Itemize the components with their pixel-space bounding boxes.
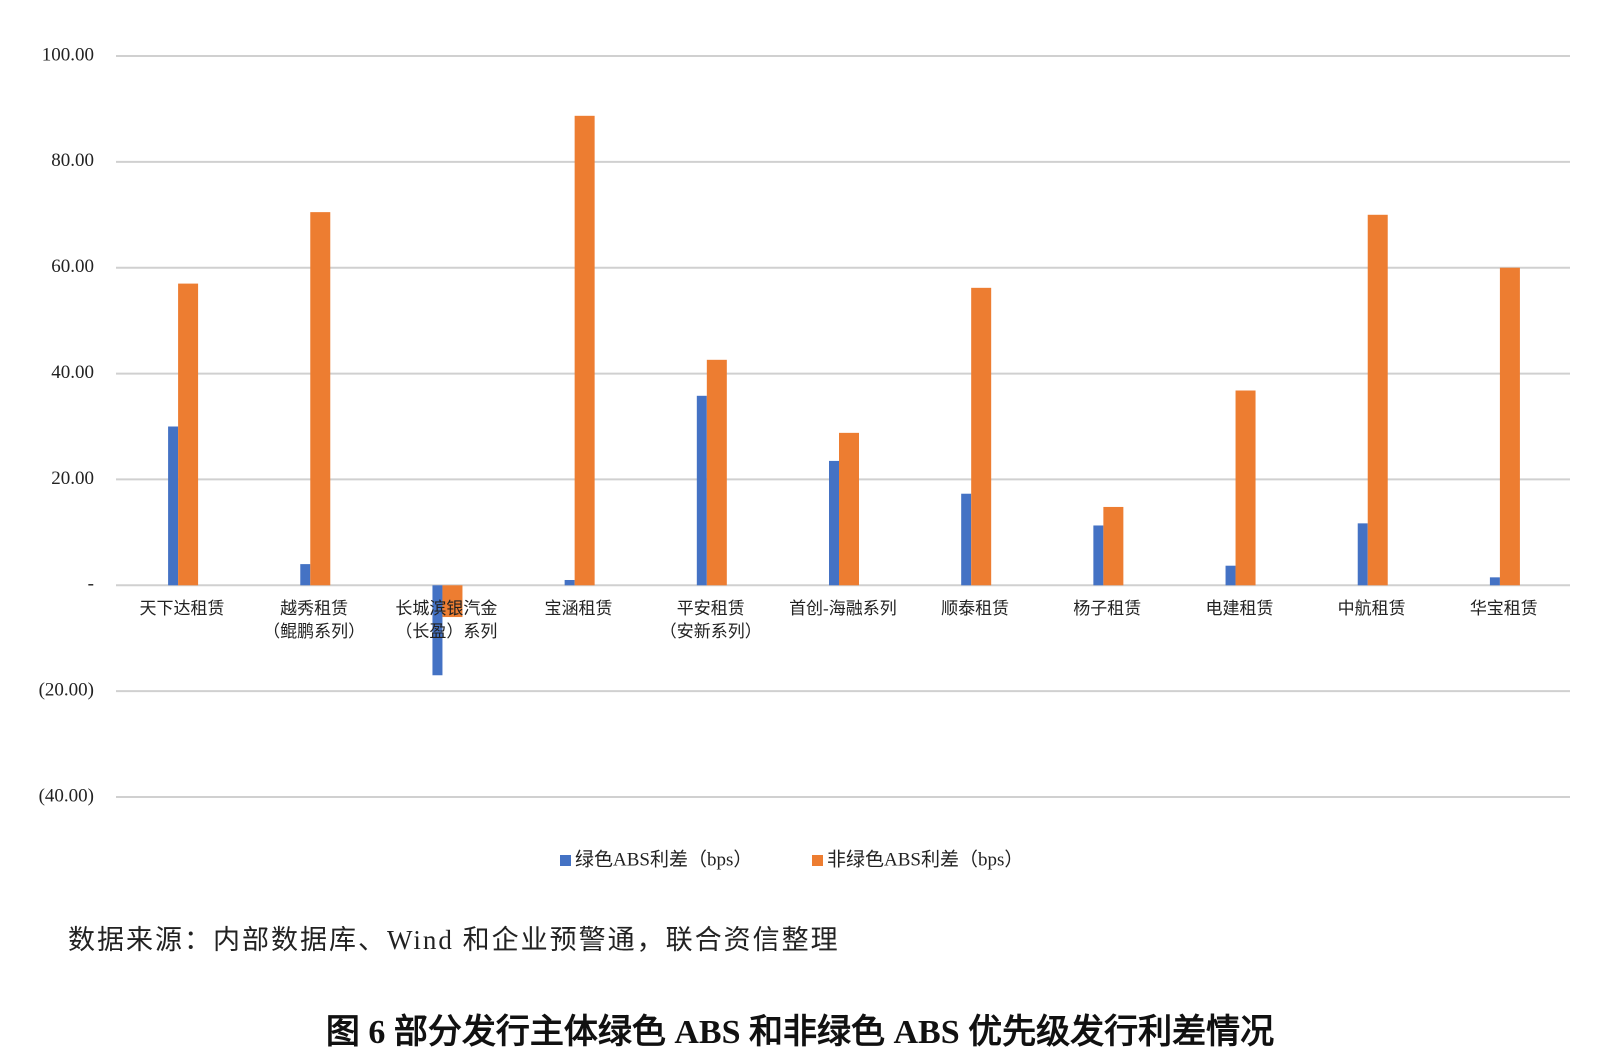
bar (839, 432, 859, 586)
bar (696, 395, 707, 586)
x-tick-label: 长城滨银汽金 （长盈）系列 (395, 599, 498, 642)
y-tick-label: 100.00 (42, 44, 94, 65)
bar (1225, 565, 1236, 586)
x-tick-label: 华宝租赁 (1469, 599, 1538, 619)
y-tick-label: - (88, 574, 94, 595)
bar (1357, 523, 1368, 586)
y-tick-label: 20.00 (51, 468, 94, 489)
bar (971, 287, 992, 586)
legend-swatch (560, 855, 571, 866)
y-tick-label: (40.00) (39, 785, 94, 806)
legend-swatch (812, 855, 823, 866)
bar (1235, 390, 1256, 586)
figure-caption: 图 6 部分发行主体绿色 ABS 和非绿色 ABS 优先级发行利差情况 (325, 1014, 1275, 1051)
bar (1103, 506, 1124, 586)
bar (829, 460, 839, 586)
x-tick-label: 中航租赁 (1337, 599, 1406, 619)
bar (706, 359, 727, 586)
bar (178, 283, 199, 586)
bar (168, 426, 179, 586)
legend-label: 非绿色ABS利差（bps） (827, 848, 1023, 870)
x-tick-label: 越秀租赁 （鲲鹏系列） (263, 599, 366, 642)
bar (574, 115, 595, 586)
x-tick-label: 平安租赁 （安新系列） (659, 599, 762, 642)
bar (564, 579, 575, 586)
bar (432, 585, 443, 676)
source-note: 数据来源：内部数据库、Wind 和企业预警通，联合资信整理 (68, 925, 840, 955)
bar (300, 564, 311, 586)
bar (961, 493, 972, 586)
x-tick-label: 电建租赁 (1205, 599, 1274, 619)
bar (1367, 214, 1388, 586)
x-tick-label: 顺泰租赁 (941, 599, 1010, 619)
y-tick-label: 40.00 (51, 362, 94, 383)
y-tick-label: 80.00 (51, 150, 94, 171)
bar (1093, 525, 1104, 586)
bar (1499, 267, 1520, 586)
x-tick-label: 首创-海融系列 (789, 599, 897, 619)
x-tick-label: 天下达租赁 (139, 599, 225, 619)
x-tick-label: 杨子租赁 (1073, 599, 1142, 619)
bar (310, 212, 331, 586)
y-tick-label: 60.00 (51, 256, 94, 277)
legend-label: 绿色ABS利差（bps） (575, 848, 752, 870)
bar (442, 585, 463, 618)
y-tick-label: (20.00) (39, 680, 94, 701)
x-tick-label: 宝涵租赁 (544, 599, 613, 619)
bar (1489, 577, 1500, 586)
